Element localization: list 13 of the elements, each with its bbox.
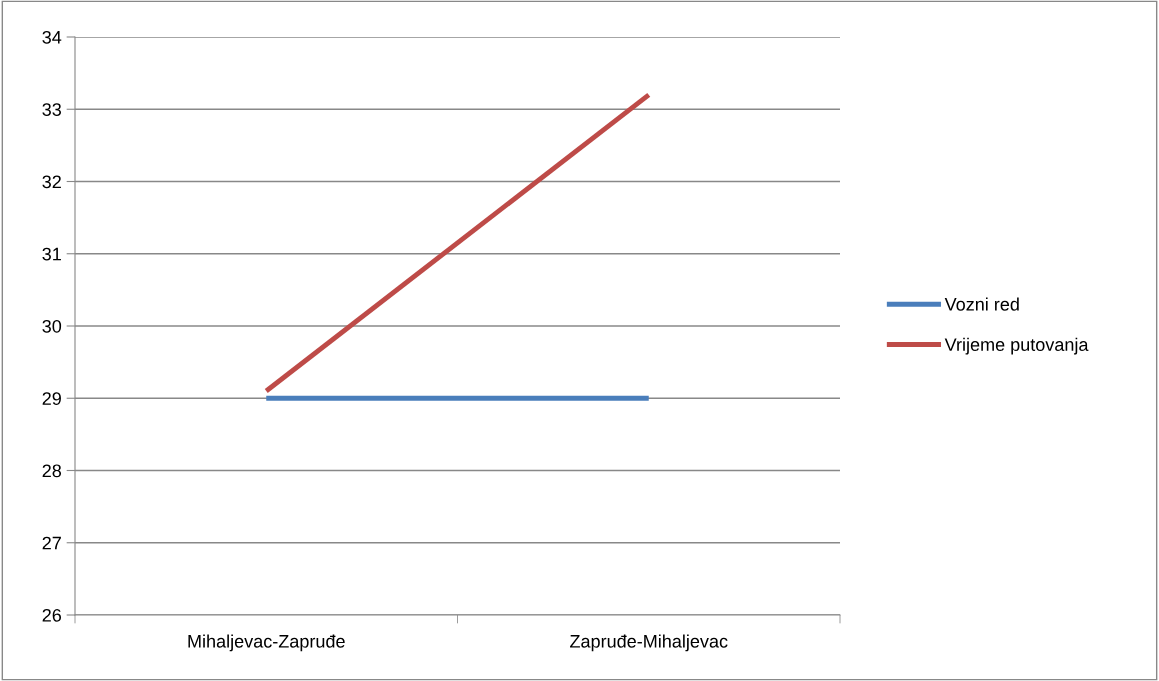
x-tick-label: Zapruđe-Mihaljevac [570,634,728,652]
y-tick-label: 31 [42,247,61,261]
y-tick-label: 32 [42,175,61,189]
y-tick-label: 30 [42,319,62,333]
y-tick-label: 28 [42,464,62,478]
legend-label: Vozni red [944,297,1019,311]
y-tick-label: 29 [42,392,61,405]
y-tick-label: 26 [42,608,62,622]
y-tick-label: 34 [42,30,62,44]
legend-label: Vrijeme putovanja [944,337,1089,355]
x-tick-label: Mihaljevac-Zapruđe [188,634,345,652]
y-tick-label: 27 [42,536,61,550]
y-tick-label: 33 [42,103,62,116]
